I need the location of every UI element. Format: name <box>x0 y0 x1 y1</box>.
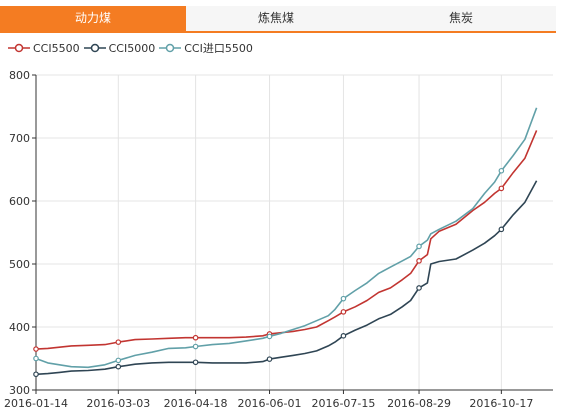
data-point <box>266 356 273 362</box>
data-point <box>33 346 39 352</box>
y-tick-label: 700 <box>9 132 30 145</box>
data-point <box>192 359 199 366</box>
data-point <box>33 355 39 362</box>
x-tick-label: 2016-10-17 <box>469 397 533 410</box>
legend-label-cci5500: CCI5500 <box>33 41 80 55</box>
legend-label-cci5000: CCI5000 <box>108 41 156 55</box>
y-tick-label: 300 <box>9 384 30 397</box>
data-point <box>340 309 347 315</box>
series-line-1 <box>35 130 538 350</box>
y-tick-label: 800 <box>9 69 30 82</box>
legend-marker-cci5500 <box>8 43 30 53</box>
data-point <box>33 371 39 378</box>
data-point <box>416 243 422 250</box>
y-tick-label: 500 <box>9 258 30 271</box>
data-point <box>340 333 347 339</box>
data-point <box>115 363 122 370</box>
legend-item-cci5000[interactable]: CCI5000 <box>83 41 156 55</box>
series-line-2 <box>35 180 538 376</box>
data-point <box>416 285 422 291</box>
legend-item-cci-import-5500[interactable]: CCI进口5500 <box>159 40 253 56</box>
series-line-3 <box>35 107 538 369</box>
tab-coking-coal[interactable]: 炼焦煤 <box>186 6 366 31</box>
data-point <box>416 258 422 264</box>
tab-thermal-coal[interactable]: 动力煤 <box>0 6 186 31</box>
data-point <box>115 357 122 364</box>
x-tick-label: 2016-06-01 <box>238 397 302 410</box>
y-tick-label: 600 <box>9 195 30 208</box>
legend-marker-cci5000 <box>83 43 106 53</box>
data-point <box>115 339 122 345</box>
x-tick-label: 2016-07-15 <box>311 397 375 410</box>
data-point <box>340 295 347 302</box>
tab-bar: 动力煤 炼焦煤 焦炭 <box>0 6 556 33</box>
x-tick-label: 2016-04-18 <box>164 397 228 410</box>
tab-coke[interactable]: 焦炭 <box>366 6 556 31</box>
data-point <box>192 343 199 350</box>
data-point <box>266 333 273 340</box>
legend-marker-cci-import-5500 <box>159 43 182 53</box>
data-point <box>192 334 199 341</box>
data-point <box>498 226 505 233</box>
legend-item-cci5500[interactable]: CCI5500 <box>8 42 80 55</box>
x-tick-label: 2016-03-03 <box>86 397 150 410</box>
x-tick-label: 2016-08-29 <box>387 397 451 410</box>
chart-legend: CCI5500 CCI5000 CCI进口5500 <box>8 38 257 58</box>
data-point <box>498 167 505 174</box>
x-tick-label: 2016-01-14 <box>4 397 68 410</box>
data-point <box>498 185 505 192</box>
y-tick-label: 400 <box>9 321 30 334</box>
legend-label-cci-import-5500: CCI进口5500 <box>184 42 253 55</box>
